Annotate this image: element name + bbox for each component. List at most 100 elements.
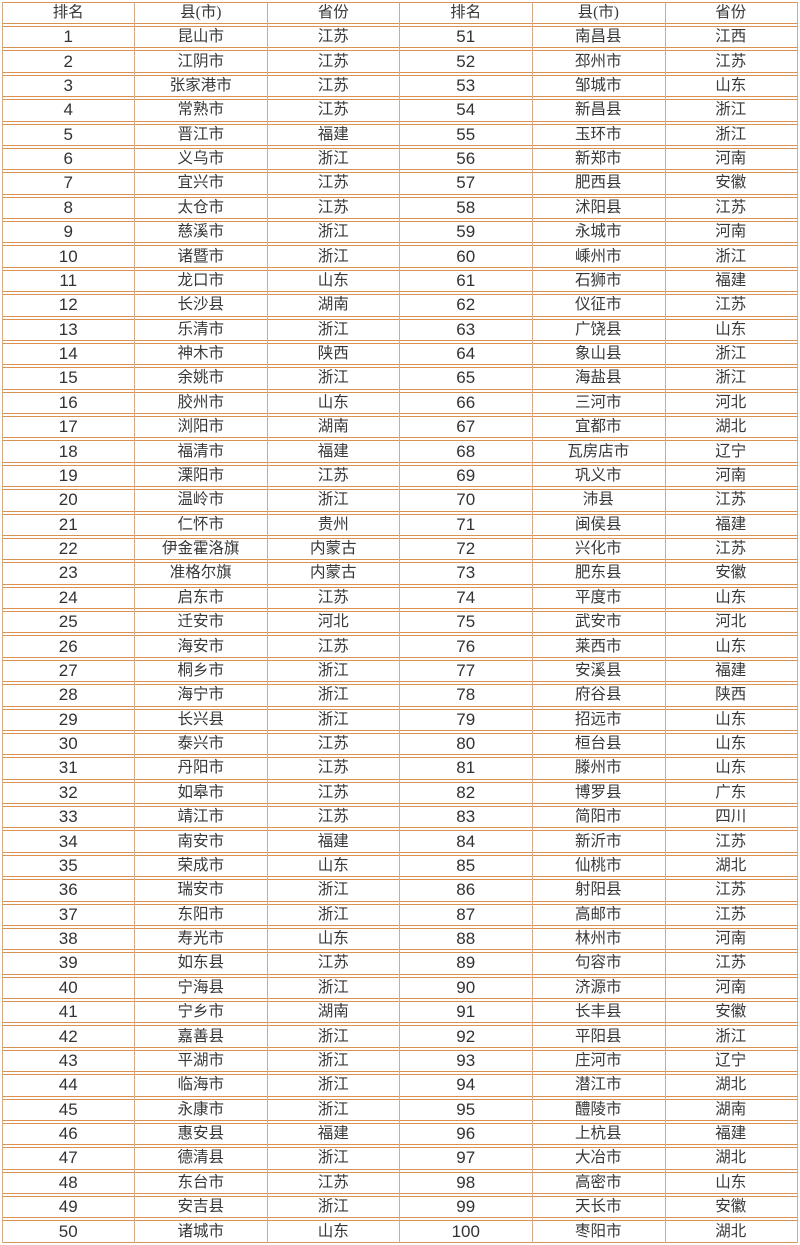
rank-cell: 24 (2, 586, 135, 609)
rank-cell: 27 (2, 659, 135, 683)
province-cell: 山东 (664, 708, 797, 731)
rank-cell: 86 (399, 879, 532, 902)
rank-cell: 12 (2, 294, 135, 317)
rank-cell: 70 (399, 489, 532, 512)
province-cell: 福建 (664, 513, 797, 536)
rank-cell: 39 (2, 952, 135, 975)
province-cell: 河北 (664, 611, 797, 634)
county-cell: 嵊州市 (532, 245, 665, 268)
county-cell: 象山县 (532, 342, 665, 366)
county-cell: 平湖市 (134, 1049, 267, 1073)
table-row: 48 东台市 江苏 98 高密市 山东 (2, 1171, 797, 1194)
rank-cell: 33 (2, 806, 135, 829)
rank-cell: 56 (399, 147, 532, 171)
table-row: 40 宁海县 浙江 90 济源市 河南 (2, 976, 797, 999)
county-cell: 海宁市 (134, 684, 267, 707)
province-cell: 江苏 (664, 294, 797, 317)
province-cell: 浙江 (267, 903, 400, 926)
rank-cell: 8 (2, 196, 135, 219)
table-row: 30 泰兴市 江苏 80 桓台县 山东 (2, 732, 797, 756)
rank-cell: 72 (399, 537, 532, 561)
county-cell: 沛县 (532, 489, 665, 512)
county-cell: 泰兴市 (134, 732, 267, 756)
county-cell: 新沂市 (532, 830, 665, 853)
rank-cell: 36 (2, 879, 135, 902)
province-cell: 浙江 (267, 489, 400, 512)
county-cell: 永康市 (134, 1098, 267, 1121)
rank-cell: 53 (399, 74, 532, 98)
county-cell: 太仓市 (134, 196, 267, 219)
table-row: 23 准格尔旗 内蒙古 73 肥东县 安徽 (2, 562, 797, 585)
county-cell: 永城市 (532, 221, 665, 244)
rank-cell: 35 (2, 854, 135, 878)
rank-cell: 49 (2, 1196, 135, 1219)
province-cell: 山东 (664, 74, 797, 98)
rank-cell: 31 (2, 757, 135, 780)
province-cell: 江苏 (664, 196, 797, 219)
rank-cell: 80 (399, 732, 532, 756)
rank-cell: 74 (399, 586, 532, 609)
province-cell: 江苏 (267, 74, 400, 98)
province-cell: 湖南 (267, 416, 400, 439)
county-cell: 肥西县 (532, 172, 665, 195)
province-cell: 江苏 (664, 537, 797, 561)
rank-cell: 96 (399, 1122, 532, 1146)
rank-cell: 45 (2, 1098, 135, 1121)
table-row: 8 太仓市 江苏 58 沭阳县 江苏 (2, 196, 797, 219)
county-cell: 仁怀市 (134, 513, 267, 536)
province-cell: 浙江 (267, 1098, 400, 1121)
rank-cell: 18 (2, 440, 135, 463)
province-cell: 江苏 (267, 586, 400, 609)
table-row: 29 长兴县 浙江 79 招远市 山东 (2, 708, 797, 731)
county-cell: 句容市 (532, 952, 665, 975)
rank-cell: 17 (2, 416, 135, 439)
rank-cell: 29 (2, 708, 135, 731)
province-cell: 陕西 (664, 684, 797, 707)
province-cell: 福建 (267, 830, 400, 853)
rank-cell: 23 (2, 562, 135, 585)
rank-cell: 44 (2, 1074, 135, 1097)
county-cell: 邳州市 (532, 50, 665, 73)
rank-cell: 50 (2, 1220, 135, 1243)
county-cell: 安吉县 (134, 1196, 267, 1219)
county-cell: 海安市 (134, 635, 267, 658)
province-cell: 山东 (267, 391, 400, 414)
county-cell: 江阴市 (134, 50, 267, 73)
table-row: 2 江阴市 江苏 52 邳州市 江苏 (2, 50, 797, 73)
rank-cell: 43 (2, 1049, 135, 1073)
province-cell: 浙江 (267, 318, 400, 341)
header-province-left: 省份 (267, 2, 400, 24)
rank-cell: 59 (399, 221, 532, 244)
rank-cell: 57 (399, 172, 532, 195)
table-row: 38 寿光市 山东 88 林州市 河南 (2, 927, 797, 951)
county-cell: 慈溪市 (134, 221, 267, 244)
province-cell: 浙江 (267, 879, 400, 902)
county-cell: 林州市 (532, 927, 665, 951)
province-cell: 辽宁 (664, 440, 797, 463)
table-row: 39 如东县 江苏 89 句容市 江苏 (2, 952, 797, 975)
province-cell: 江苏 (267, 732, 400, 756)
rank-cell: 92 (399, 1025, 532, 1048)
province-cell: 浙江 (267, 659, 400, 683)
header-province-right: 省份 (664, 2, 797, 24)
column-divider (2, 2, 3, 1243)
county-cell: 平阳县 (532, 1025, 665, 1048)
table-row: 32 如皋市 江苏 82 博罗县 广东 (2, 781, 797, 804)
county-cell: 枣阳市 (532, 1220, 665, 1243)
county-cell: 如东县 (134, 952, 267, 975)
province-cell: 安徽 (664, 562, 797, 585)
rank-cell: 54 (399, 99, 532, 122)
table-row: 14 神木市 陕西 64 象山县 浙江 (2, 342, 797, 366)
county-cell: 东阳市 (134, 903, 267, 926)
county-cell: 宁海县 (134, 976, 267, 999)
county-cell: 浏阳市 (134, 416, 267, 439)
county-cell: 上杭县 (532, 1122, 665, 1146)
county-cell: 闽侯县 (532, 513, 665, 536)
province-cell: 浙江 (267, 1025, 400, 1048)
county-cell: 高邮市 (532, 903, 665, 926)
rank-cell: 25 (2, 611, 135, 634)
county-cell: 醴陵市 (532, 1098, 665, 1121)
table-row: 11 龙口市 山东 61 石狮市 福建 (2, 269, 797, 293)
province-cell: 湖南 (267, 1001, 400, 1024)
